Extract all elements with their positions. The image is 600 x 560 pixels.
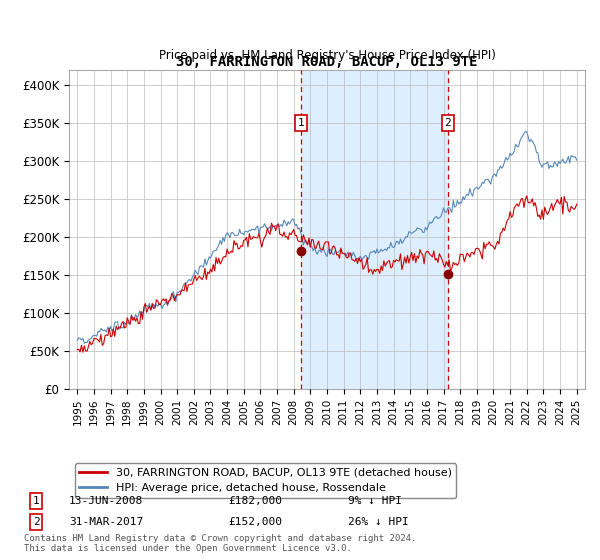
Text: 2: 2 xyxy=(32,517,40,527)
Bar xyxy=(301,70,448,389)
Text: Price paid vs. HM Land Registry's House Price Index (HPI): Price paid vs. HM Land Registry's House … xyxy=(158,49,496,62)
Text: 1: 1 xyxy=(32,496,40,506)
Text: 31-MAR-2017: 31-MAR-2017 xyxy=(69,517,143,527)
Text: 26% ↓ HPI: 26% ↓ HPI xyxy=(348,517,409,527)
Title: 30, FARRINGTON ROAD, BACUP, OL13 9TE: 30, FARRINGTON ROAD, BACUP, OL13 9TE xyxy=(176,55,478,69)
Text: 1: 1 xyxy=(298,118,305,128)
Text: 9% ↓ HPI: 9% ↓ HPI xyxy=(348,496,402,506)
Text: Contains HM Land Registry data © Crown copyright and database right 2024.
This d: Contains HM Land Registry data © Crown c… xyxy=(24,534,416,553)
Text: 13-JUN-2008: 13-JUN-2008 xyxy=(69,496,143,506)
Text: £152,000: £152,000 xyxy=(228,517,282,527)
Legend: 30, FARRINGTON ROAD, BACUP, OL13 9TE (detached house), HPI: Average price, detac: 30, FARRINGTON ROAD, BACUP, OL13 9TE (de… xyxy=(74,463,456,498)
Text: £182,000: £182,000 xyxy=(228,496,282,506)
Text: 2: 2 xyxy=(445,118,451,128)
